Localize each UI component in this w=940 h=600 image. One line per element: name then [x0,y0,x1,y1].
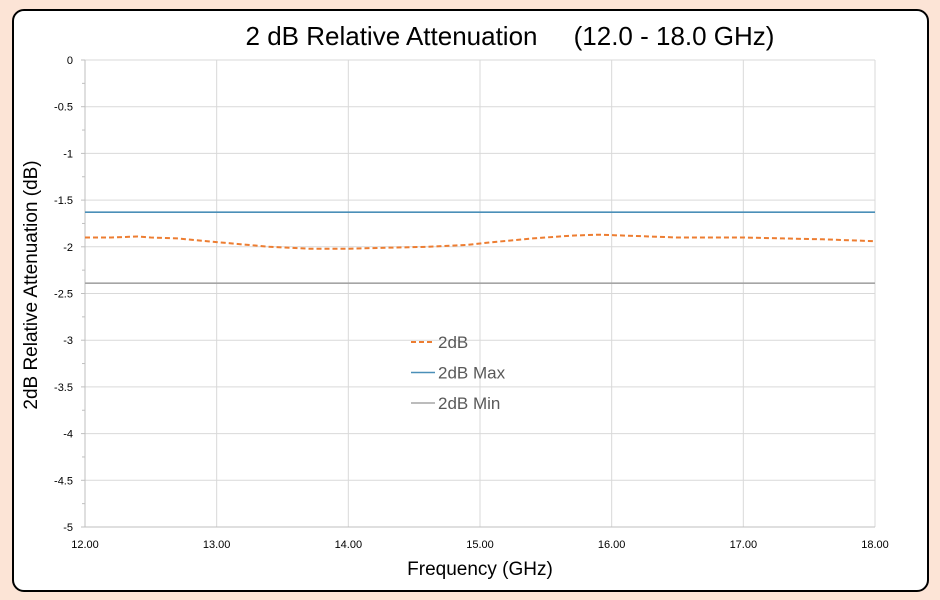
gridlines [84,59,876,528]
y-tick-label: -3.5 [54,382,73,394]
y-tick-label: -4 [63,429,73,441]
legend-label-2db-max: 2dB Max [438,364,506,383]
x-axis-title: Frequency (GHz) [407,559,553,580]
legend: 2dB 2dB Max 2dB Min [411,333,506,413]
y-tick-label: -1 [63,148,73,160]
x-tick-label: 13.00 [203,539,231,551]
y-tick-label: -2.5 [54,289,73,301]
series-line-2db [85,233,876,250]
y-tick-label: 0 [67,55,73,67]
legend-label-2db-min: 2dB Min [438,394,500,413]
y-tick-label: -0.5 [54,102,73,114]
axes [81,59,875,528]
series-lines [85,211,876,284]
x-tick-label: 17.00 [730,539,758,551]
y-tick-label: -1.5 [54,195,73,207]
y-tick-label: -4.5 [54,475,73,487]
x-tick-label: 14.00 [335,539,363,551]
y-tick-label: -3 [63,335,73,347]
y-tick-label: -5 [63,522,73,534]
legend-label-2db: 2dB [438,333,468,352]
y-tick-labels: 0 -0.5 -1 -1.5 -2 -2.5 -3 -3.5 -4 -4.5 -5 [54,55,73,534]
y-tick-label: -2 [63,242,73,254]
chart-title: 2 dB Relative Attenuation (12.0 - 18.0 G… [246,21,775,51]
y-axis-title: 2dB Relative Attenuation (dB) [21,160,42,409]
x-tick-label: 15.00 [466,539,494,551]
x-tick-label: 18.00 [861,539,889,551]
x-tick-labels: 12.00 13.00 14.00 15.00 16.00 17.00 18.00 [71,539,889,551]
chart-frame [12,9,929,592]
x-tick-label: 12.00 [71,539,99,551]
x-tick-label: 16.00 [598,539,626,551]
